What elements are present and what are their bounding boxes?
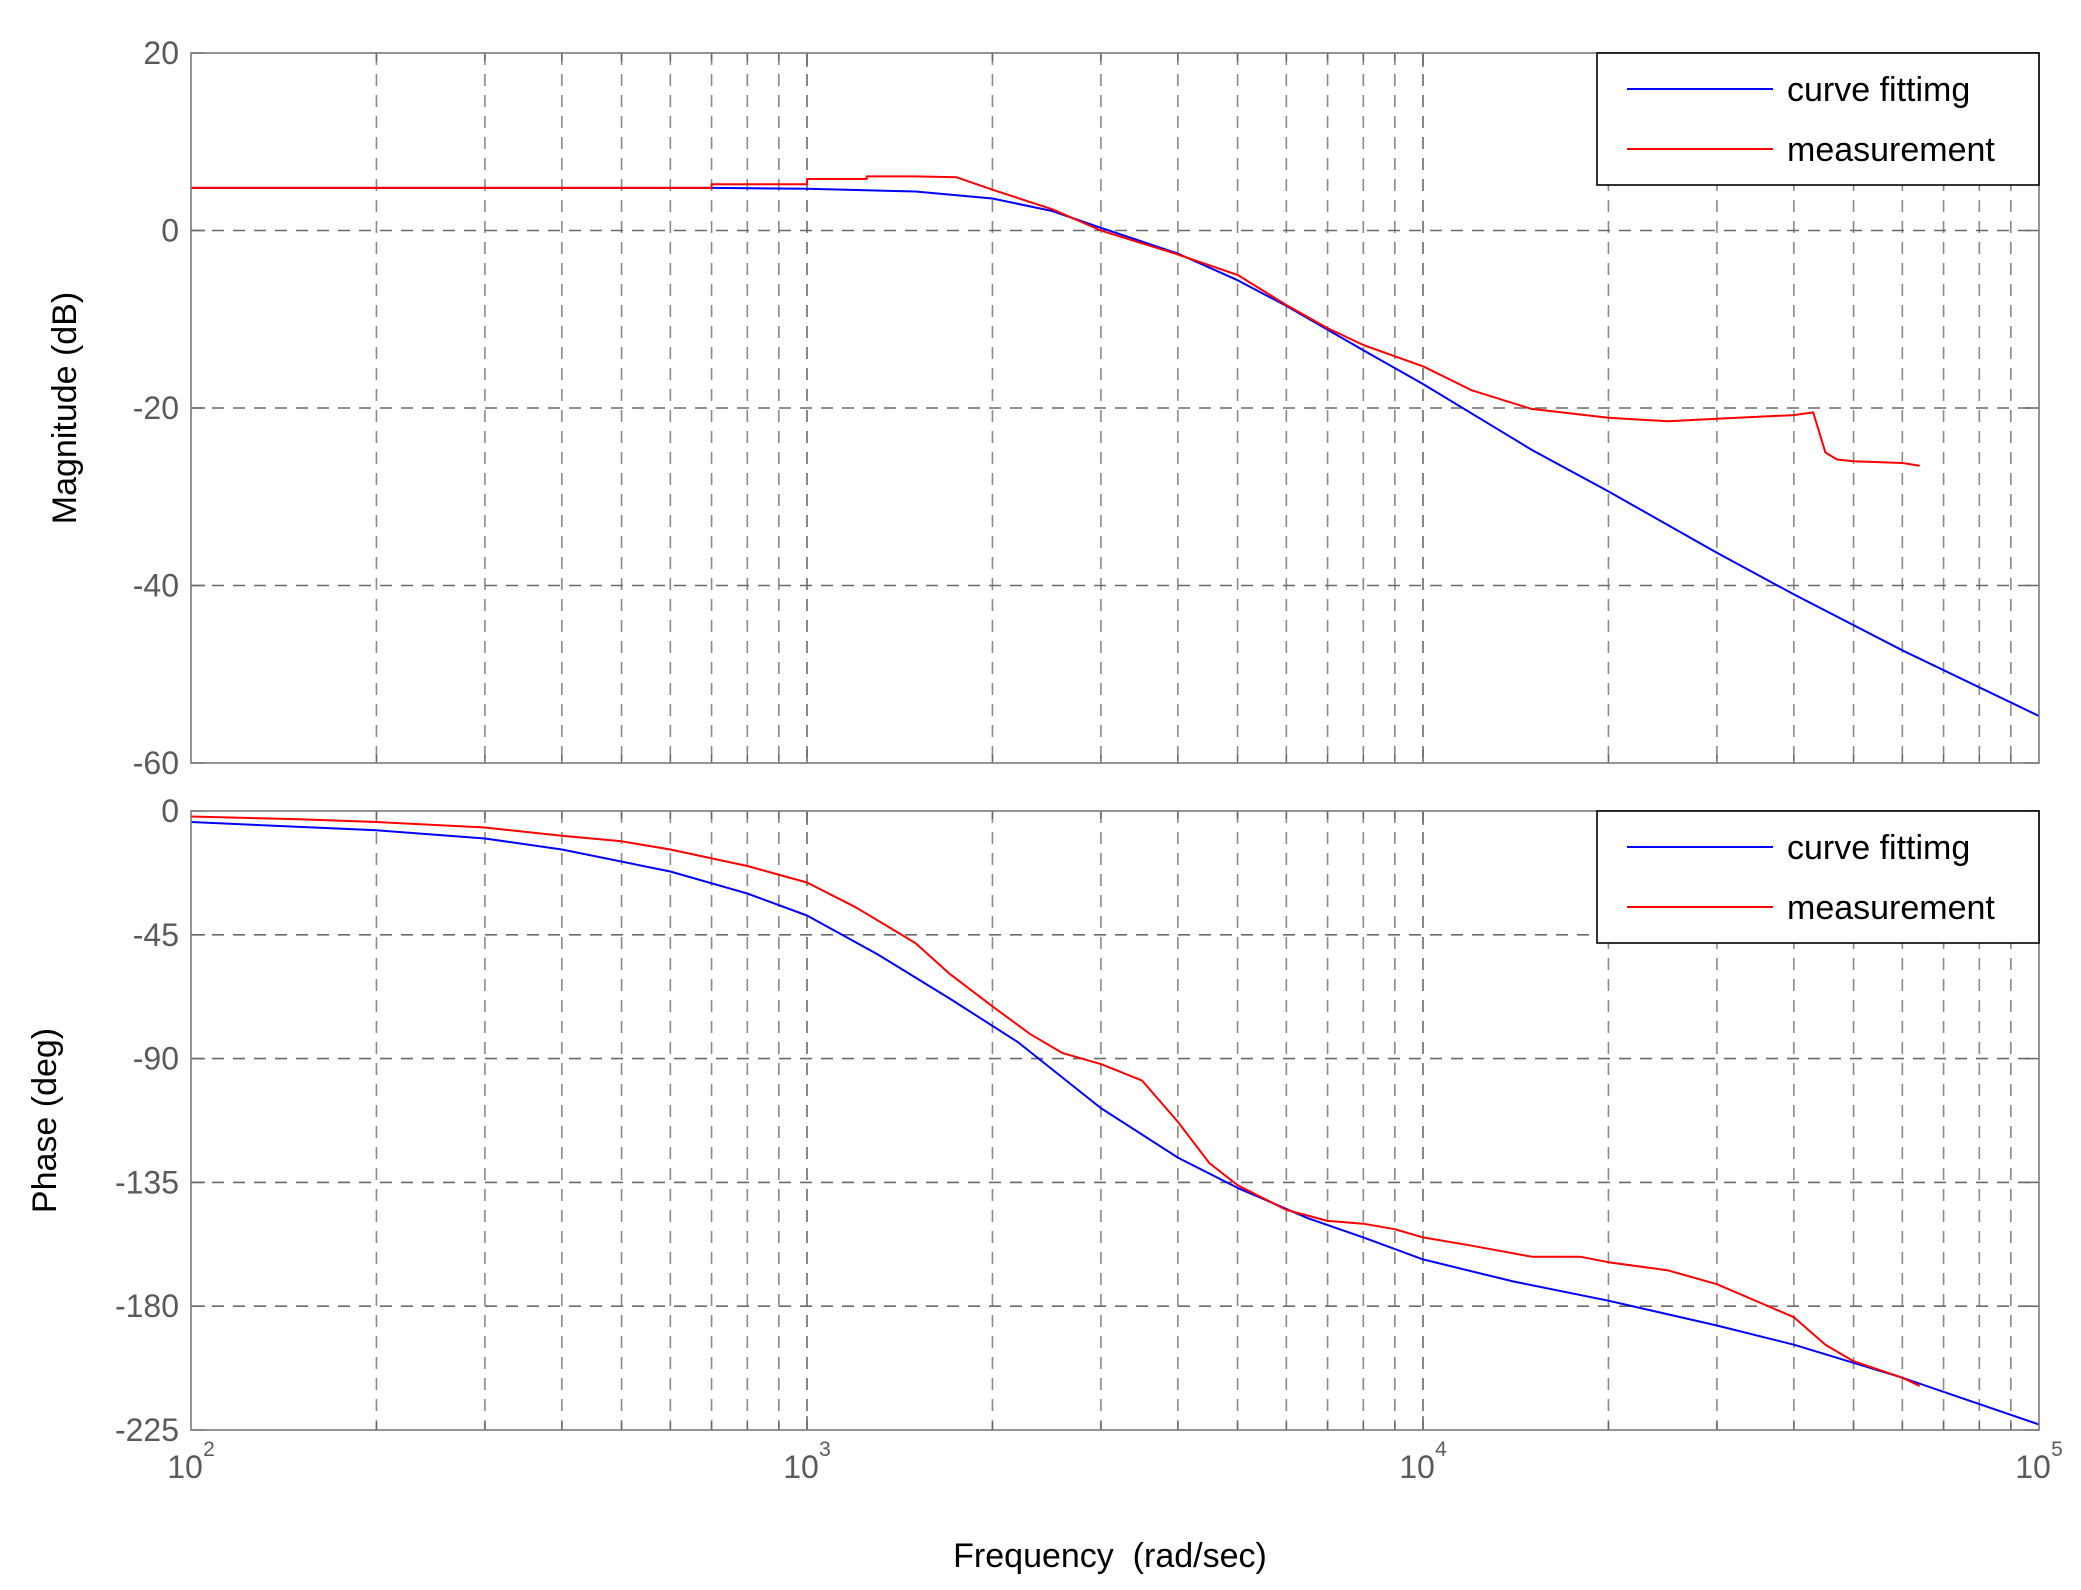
axes-frame [190, 52, 2040, 764]
series-line-measurement [190, 815, 1921, 1387]
y-tick-label: -60 [133, 745, 179, 781]
y-tick-label: 0 [161, 793, 179, 829]
legend-box [1596, 810, 2040, 944]
y-tick-label: 0 [161, 213, 179, 249]
x-tick-exponent: 5 [2051, 1438, 2063, 1461]
series-line-curve-fitting [190, 821, 2040, 1426]
legend: curve fittimg measurement [1596, 810, 2040, 944]
x-tick-label: 10 5 [2015, 1438, 2063, 1485]
legend-entry-label: curve fittimg [1787, 829, 1970, 867]
legend-entry-label: measurement [1787, 889, 1995, 927]
legend-box [1596, 52, 2040, 186]
x-tick-base: 10 [1399, 1449, 1435, 1485]
legend-entry-label: curve fittimg [1787, 71, 1970, 109]
y-tick-label: -45 [133, 917, 179, 953]
y-tick-label: -225 [115, 1412, 179, 1448]
x-tick-label: 10 3 [783, 1438, 831, 1485]
y-tick-label: -20 [133, 390, 179, 426]
y-tick-label: -180 [115, 1288, 179, 1324]
y-axis-title: Magnitude (dB) [46, 292, 84, 524]
x-tick-label: 10 2 [167, 1438, 215, 1485]
axes-frame [190, 810, 2040, 1431]
y-axis-title: Phase (deg) [26, 1028, 64, 1213]
y-tick-label: -90 [133, 1041, 179, 1077]
x-tick-base: 10 [783, 1449, 819, 1485]
x-tick-label: 10 4 [1399, 1438, 1447, 1485]
y-tick-label: -135 [115, 1164, 179, 1200]
x-tick-base: 10 [167, 1449, 203, 1485]
x-axis-title: Frequency (rad/sec) [953, 1537, 1267, 1575]
x-tick-base: 10 [2015, 1449, 2051, 1485]
x-tick-exponent: 4 [1435, 1438, 1447, 1461]
series-line-curve-fitting [191, 186, 2040, 717]
y-tick-label: 20 [143, 35, 179, 71]
legend-entry-label: measurement [1787, 131, 1995, 169]
magnitude-plot: 20 0 -20 -40 -60 Magnitude (dB) curve fittimg m… [46, 35, 2040, 781]
series-line-measurement [191, 175, 1920, 467]
x-tick-exponent: 2 [203, 1438, 215, 1461]
legend: curve fittimg measurement [1596, 52, 2040, 186]
x-tick-exponent: 3 [819, 1438, 831, 1461]
y-tick-label: -40 [133, 568, 179, 604]
phase-plot: 0 -45 -90 -135 -180 -225 Phase (deg) curve fitt… [26, 793, 2063, 1485]
